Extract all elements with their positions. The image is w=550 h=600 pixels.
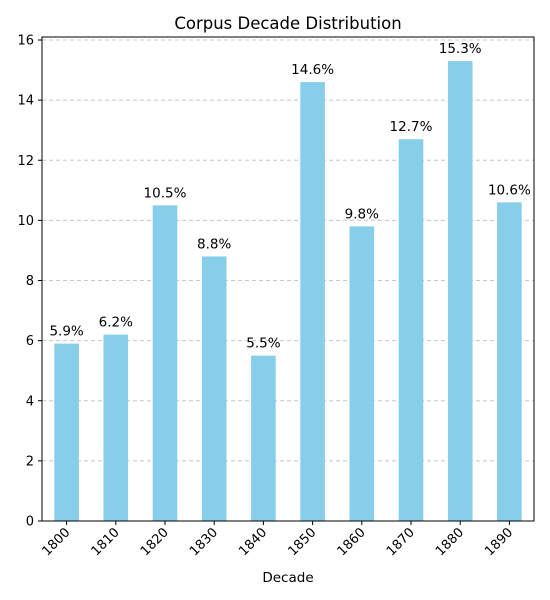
bars (54, 61, 522, 522)
x-axis-title: Decade (262, 570, 313, 586)
x-tick-label: 1890 (482, 525, 516, 559)
bar-1820 (152, 205, 178, 521)
x-tick-label: 1810 (89, 525, 123, 559)
bar-1810 (103, 334, 129, 521)
bar-1860 (349, 226, 375, 522)
bar-1800 (54, 343, 79, 521)
chart-title: Corpus Decade Distribution (174, 14, 401, 33)
bar-value-label: 9.8% (345, 206, 379, 222)
y-tick-label: 8 (26, 274, 34, 289)
x-tick-label: 1820 (138, 525, 172, 559)
bar-1830 (201, 256, 227, 521)
x-tick-label: 1880 (433, 525, 467, 559)
y-axis: 0 2 4 6 8 10 12 14 16 (17, 34, 42, 530)
x-tick-label: 1870 (384, 525, 418, 559)
x-axis: 1800 1810 1820 1830 1840 1850 1860 1870 1880 1890 (39, 521, 516, 559)
y-tick-label: 4 (26, 394, 34, 409)
bar-value-labels: 5.9% 6.2% 10.5% 8.8% 5.5% 14.6% 9.8% 12.7% 15.3%… (49, 41, 531, 352)
bar-1880 (447, 61, 473, 522)
bar-1870 (398, 139, 424, 521)
x-tick-label: 1800 (39, 525, 73, 559)
x-tick-label: 1850 (285, 525, 319, 559)
y-tick-label: 14 (17, 94, 34, 109)
y-tick-label: 2 (26, 454, 34, 469)
y-tick-label: 6 (26, 334, 34, 349)
bar-1890 (497, 202, 522, 521)
bar-value-label: 10.6% (488, 182, 531, 198)
bar-value-label: 6.2% (99, 315, 133, 331)
y-tick-label: 10 (17, 214, 34, 229)
bar-1850 (300, 82, 325, 521)
x-tick-label: 1840 (236, 525, 270, 559)
bar-value-label: 14.6% (291, 62, 334, 78)
bar-value-label: 15.3% (439, 41, 482, 57)
bar-value-label: 5.9% (49, 324, 83, 340)
plot-frame (41, 36, 535, 522)
bar-value-label: 5.5% (246, 336, 280, 352)
y-tick-label: 0 (26, 515, 34, 530)
x-tick-label: 1860 (335, 525, 369, 559)
bar-value-label: 12.7% (390, 119, 433, 135)
y-tick-label: 16 (17, 34, 34, 49)
bar-value-label: 10.5% (144, 185, 187, 201)
bar-value-label: 8.8% (197, 236, 231, 252)
bar-1840 (251, 355, 276, 521)
x-tick-label: 1830 (187, 525, 221, 559)
y-tick-label: 12 (17, 154, 34, 169)
